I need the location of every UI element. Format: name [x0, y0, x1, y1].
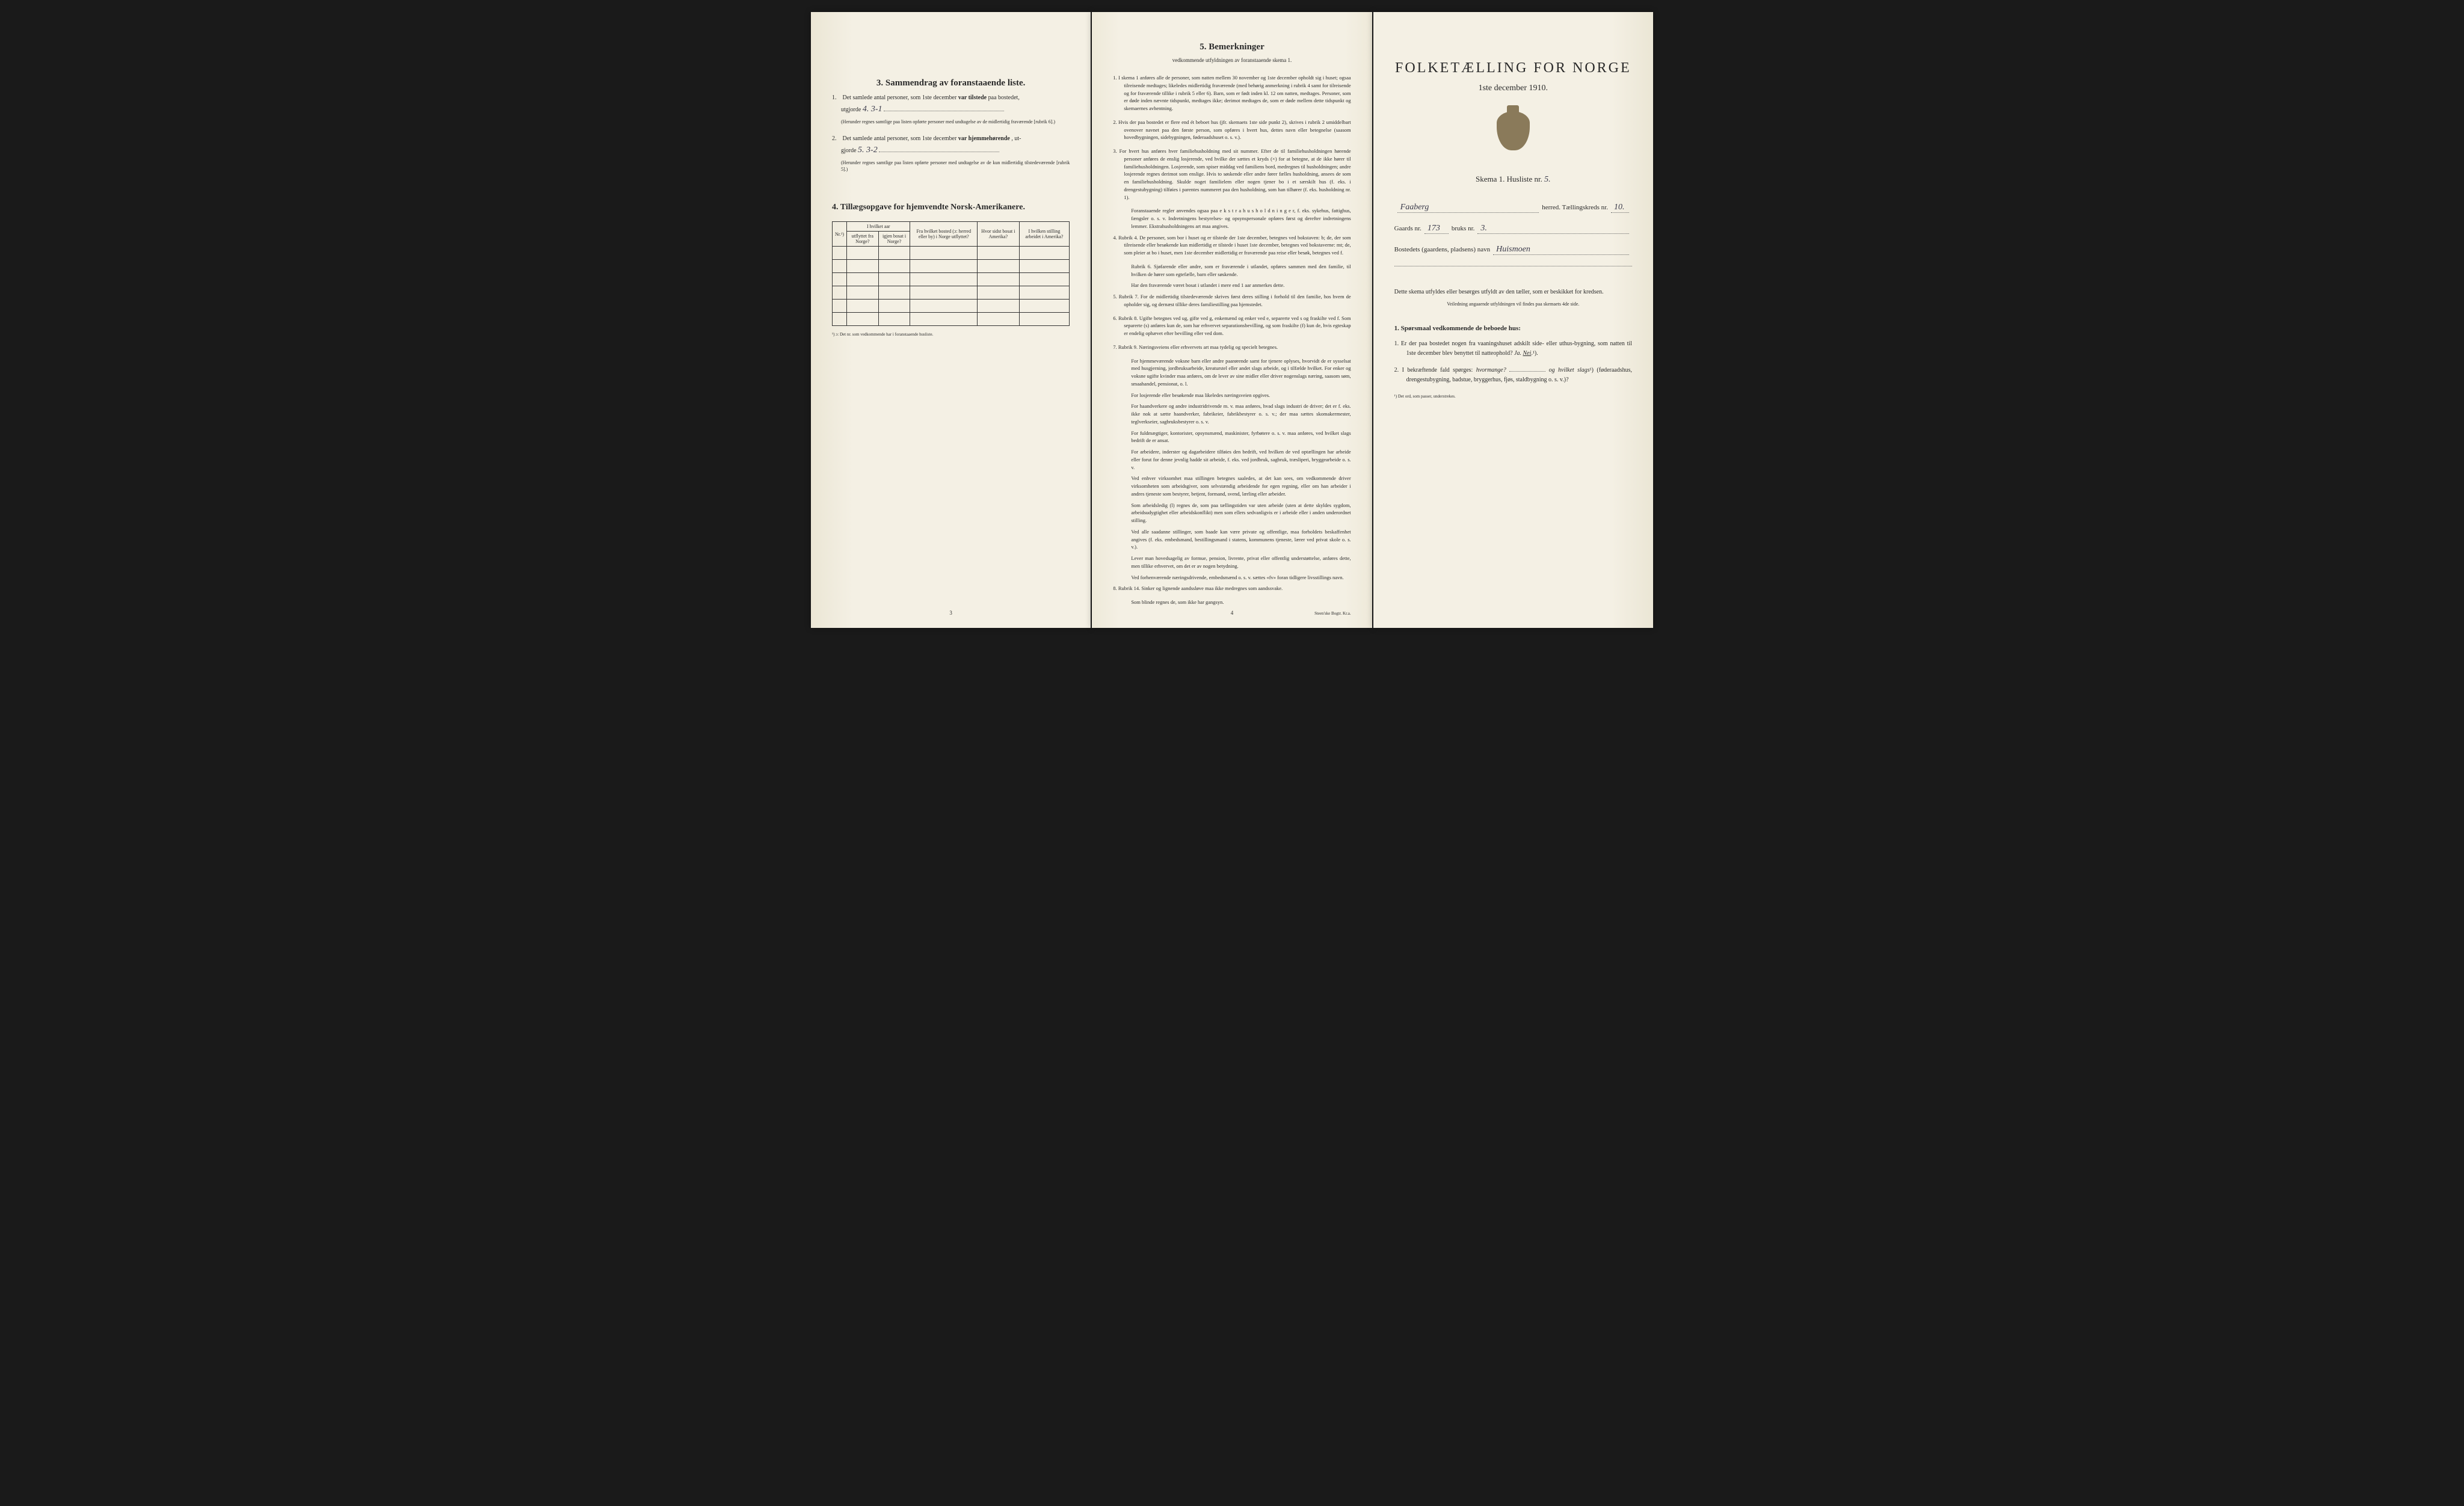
- page-left: 3. Sammendrag av foranstaaende liste. 1.…: [811, 12, 1091, 628]
- bemerkning-4b: Rubrik 6. Sjøfarende eller andre, som er…: [1113, 263, 1351, 278]
- herred-value: Faaberg: [1397, 203, 1539, 213]
- page-3-footnote: ¹) Det ord, som passer, understrekes.: [1394, 394, 1632, 399]
- kreds-value: 10.: [1611, 203, 1629, 213]
- document-container: 3. Sammendrag av foranstaaende liste. 1.…: [811, 12, 1653, 628]
- section-3-item-1: 1. Det samlede antal personer, som 1ste …: [832, 93, 1070, 126]
- col-bosat: igjen bosat i Norge?: [878, 232, 910, 247]
- col-aar-header: I hvilket aar: [847, 222, 910, 232]
- section-3-item-2: 2. Det samlede antal personer, som 1ste …: [832, 134, 1070, 173]
- bruks-value: 3.: [1477, 224, 1629, 234]
- question-section: 1. Spørsmaal vedkommende de beboede hus:…: [1394, 325, 1632, 385]
- bosted-value: Huismoen: [1493, 245, 1629, 255]
- section-5-title: 5. Bemerkninger: [1113, 42, 1351, 52]
- bemerkning-7k: Ved forhenværende næringsdrivende, embed…: [1113, 574, 1351, 582]
- bosted-field: Bostedets (gaardens, pladsens) navn Huis…: [1394, 245, 1632, 255]
- bemerkning-7c: For losjerende eller besøkende maa likel…: [1113, 392, 1351, 399]
- bemerkning-6: 6. Rubrik 8. Ugifte betegnes ved ug, gif…: [1113, 315, 1351, 337]
- bemerkning-7i: Ved alle saadanne stillinger, som baade …: [1113, 528, 1351, 551]
- table-row: [833, 300, 1070, 313]
- page-right: FOLKETÆLLING FOR NORGE 1ste december 191…: [1373, 12, 1653, 628]
- bemerkning-7h: Som arbeidsledig (l) regnes de, som paa …: [1113, 502, 1351, 524]
- bemerkning-1: 1. I skema 1 anføres alle de personer, s…: [1113, 74, 1351, 112]
- question-1: 1. Er der paa bostedet nogen fra vaaning…: [1394, 339, 1632, 358]
- norwegian-crest: [1394, 111, 1632, 153]
- instructions-sub: Veiledning angaaende utfyldningen vil fi…: [1394, 301, 1632, 307]
- section-4-title: 4. Tillægsopgave for hjemvendte Norsk-Am…: [832, 203, 1070, 212]
- bemerkning-4c: Har den fraværende været bosat i utlande…: [1113, 281, 1351, 289]
- census-date: 1ste december 1910.: [1394, 84, 1632, 93]
- bemerkning-3b: Foranstaaende regler anvendes ogsaa paa …: [1113, 207, 1351, 230]
- skema-line: Skema 1. Husliste nr. 5.: [1394, 174, 1632, 185]
- col-utflyttet: utflyttet fra Norge?: [847, 232, 878, 247]
- col-amerika: Hvor sidst bosat i Amerika?: [978, 222, 1019, 247]
- husliste-nr: 5.: [1544, 175, 1551, 184]
- bemerkning-7e: For fuldmægtiger, kontorister, opsynsmæn…: [1113, 429, 1351, 445]
- section-3: 3. Sammendrag av foranstaaende liste. 1.…: [832, 78, 1070, 173]
- bemerkning-7j: Lever man hovedsagelig av formue, pensio…: [1113, 555, 1351, 570]
- instructions-text: Dette skema utfyldes eller besørges utfy…: [1394, 287, 1632, 297]
- question-title: 1. Spørsmaal vedkommende de beboede hus:: [1394, 325, 1632, 332]
- table-row: [833, 260, 1070, 273]
- crest-icon: [1497, 111, 1530, 150]
- page-number-3: 3: [949, 610, 952, 616]
- col-stilling: I hvilken stilling arbeidet i Amerika?: [1019, 222, 1070, 247]
- page-center: 5. Bemerkninger vedkommende utfyldningen…: [1092, 12, 1372, 628]
- gaards-field: Gaards nr. 173 bruks nr. 3.: [1394, 224, 1632, 234]
- col-nr: Nr.¹): [833, 222, 847, 247]
- section-5-subtitle: vedkommende utfyldningen av foranstaaend…: [1113, 57, 1351, 63]
- gaards-value: 173: [1424, 224, 1449, 234]
- nei-answer: Nei: [1523, 350, 1532, 357]
- table-row: [833, 313, 1070, 326]
- bemerkning-8: 8. Rubrik 14. Sinker og lignende aandssl…: [1113, 585, 1351, 592]
- table-row: [833, 247, 1070, 260]
- section-3-title: 3. Sammendrag av foranstaaende liste.: [832, 78, 1070, 88]
- handwritten-value-2: 5. 3-2: [858, 146, 878, 155]
- section-4-footnote: ¹) ɔ: Det nr. som vedkommende har i fora…: [832, 332, 1070, 337]
- page-number-4: 4: [1231, 610, 1234, 616]
- bemerkning-7d: For haandverkere og andre industridriven…: [1113, 402, 1351, 425]
- question-2: 2. I bekræftende fald spørges: hvormange…: [1394, 366, 1632, 385]
- bemerkning-2: 2. Hvis der paa bostedet er flere end ét…: [1113, 118, 1351, 141]
- bemerkning-7b: For hjemmeværende voksne barn eller andr…: [1113, 357, 1351, 388]
- bemerkning-4: 4. Rubrik 4. De personer, som bor i huse…: [1113, 234, 1351, 257]
- main-title: FOLKETÆLLING FOR NORGE: [1394, 60, 1632, 76]
- bemerkning-7f: For arbeidere, inderster og dagarbeidere…: [1113, 448, 1351, 471]
- bemerkning-3: 3. For hvert hus anføres hver familiehus…: [1113, 147, 1351, 201]
- bemerkning-7: 7. Rubrik 9. Næringsveiens eller erhverv…: [1113, 343, 1351, 351]
- section-4: 4. Tillægsopgave for hjemvendte Norsk-Am…: [832, 203, 1070, 337]
- table-row: [833, 273, 1070, 286]
- bemerkning-8b: Som blinde regnes de, som ikke har gangs…: [1113, 598, 1351, 606]
- bemerkning-7g: Ved enhver virksomhet maa stillingen bet…: [1113, 475, 1351, 497]
- bemerkning-5: 5. Rubrik 7. For de midlertidig tilstede…: [1113, 293, 1351, 309]
- table-row: [833, 286, 1070, 300]
- handwritten-value-1: 4. 3-1: [863, 105, 882, 114]
- col-bosted: Fra hvilket bosted (ɔ: herred eller by) …: [910, 222, 978, 247]
- printer-mark: Steen'ske Bogtr. Kr.a.: [1314, 611, 1351, 616]
- herred-field: Faaberg herred. Tællingskreds nr. 10.: [1394, 203, 1632, 213]
- amerikaner-table: Nr.¹) I hvilket aar Fra hvilket bosted (…: [832, 221, 1070, 326]
